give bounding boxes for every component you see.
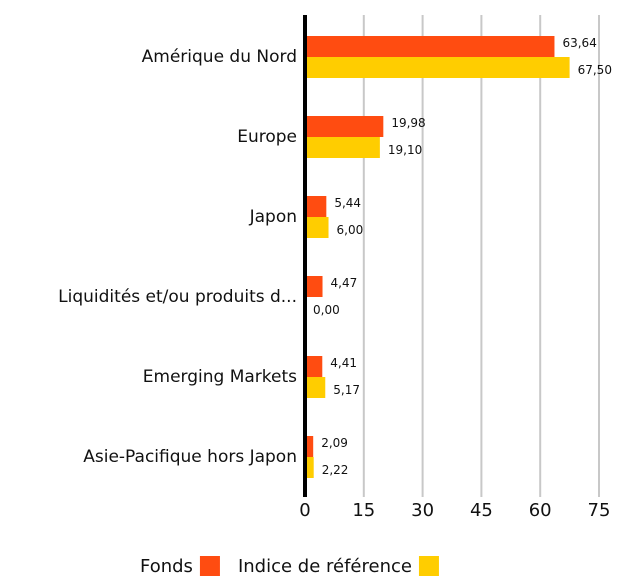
- value-label: 6,00: [337, 223, 364, 237]
- bar: [305, 217, 329, 238]
- category-label: Liquidités et/ou produits d...: [58, 287, 297, 307]
- value-label: 2,22: [322, 463, 349, 477]
- x-tick-label: 75: [588, 500, 611, 521]
- x-tick-label: 0: [299, 500, 310, 521]
- value-label: 4,47: [331, 276, 358, 290]
- value-label: 67,50: [578, 63, 612, 77]
- legend-label: Fonds: [140, 556, 193, 577]
- bar: [305, 377, 326, 398]
- value-label: 19,10: [388, 143, 422, 157]
- bar: [305, 116, 384, 137]
- value-label: 4,41: [330, 356, 357, 370]
- bar: [305, 457, 314, 478]
- x-tick-label: 60: [529, 500, 552, 521]
- value-label: 5,44: [334, 196, 361, 210]
- bar: [305, 276, 323, 297]
- x-tick-label: 15: [352, 500, 375, 521]
- value-label: 5,17: [333, 383, 360, 397]
- category-label: Europe: [237, 127, 297, 147]
- category-label: Japon: [249, 207, 297, 227]
- legend-label: Indice de référence: [238, 556, 412, 577]
- legend-swatch: [418, 556, 439, 576]
- bar: [305, 36, 555, 57]
- legend-swatch: [199, 556, 220, 576]
- category-label: Emerging Markets: [143, 367, 297, 387]
- bar: [305, 436, 314, 457]
- bar: [305, 137, 380, 158]
- x-tick-label: 45: [470, 500, 493, 521]
- category-label: Amérique du Nord: [142, 47, 297, 67]
- value-label: 0,00: [313, 303, 340, 317]
- bar: [305, 196, 327, 217]
- value-label: 19,98: [391, 116, 425, 130]
- category-label: Asie-Pacifique hors Japon: [83, 447, 297, 467]
- bar: [305, 356, 323, 377]
- value-label: 2,09: [321, 436, 348, 450]
- value-label: 63,64: [562, 36, 596, 50]
- bar: [305, 57, 570, 78]
- x-tick-label: 30: [411, 500, 434, 521]
